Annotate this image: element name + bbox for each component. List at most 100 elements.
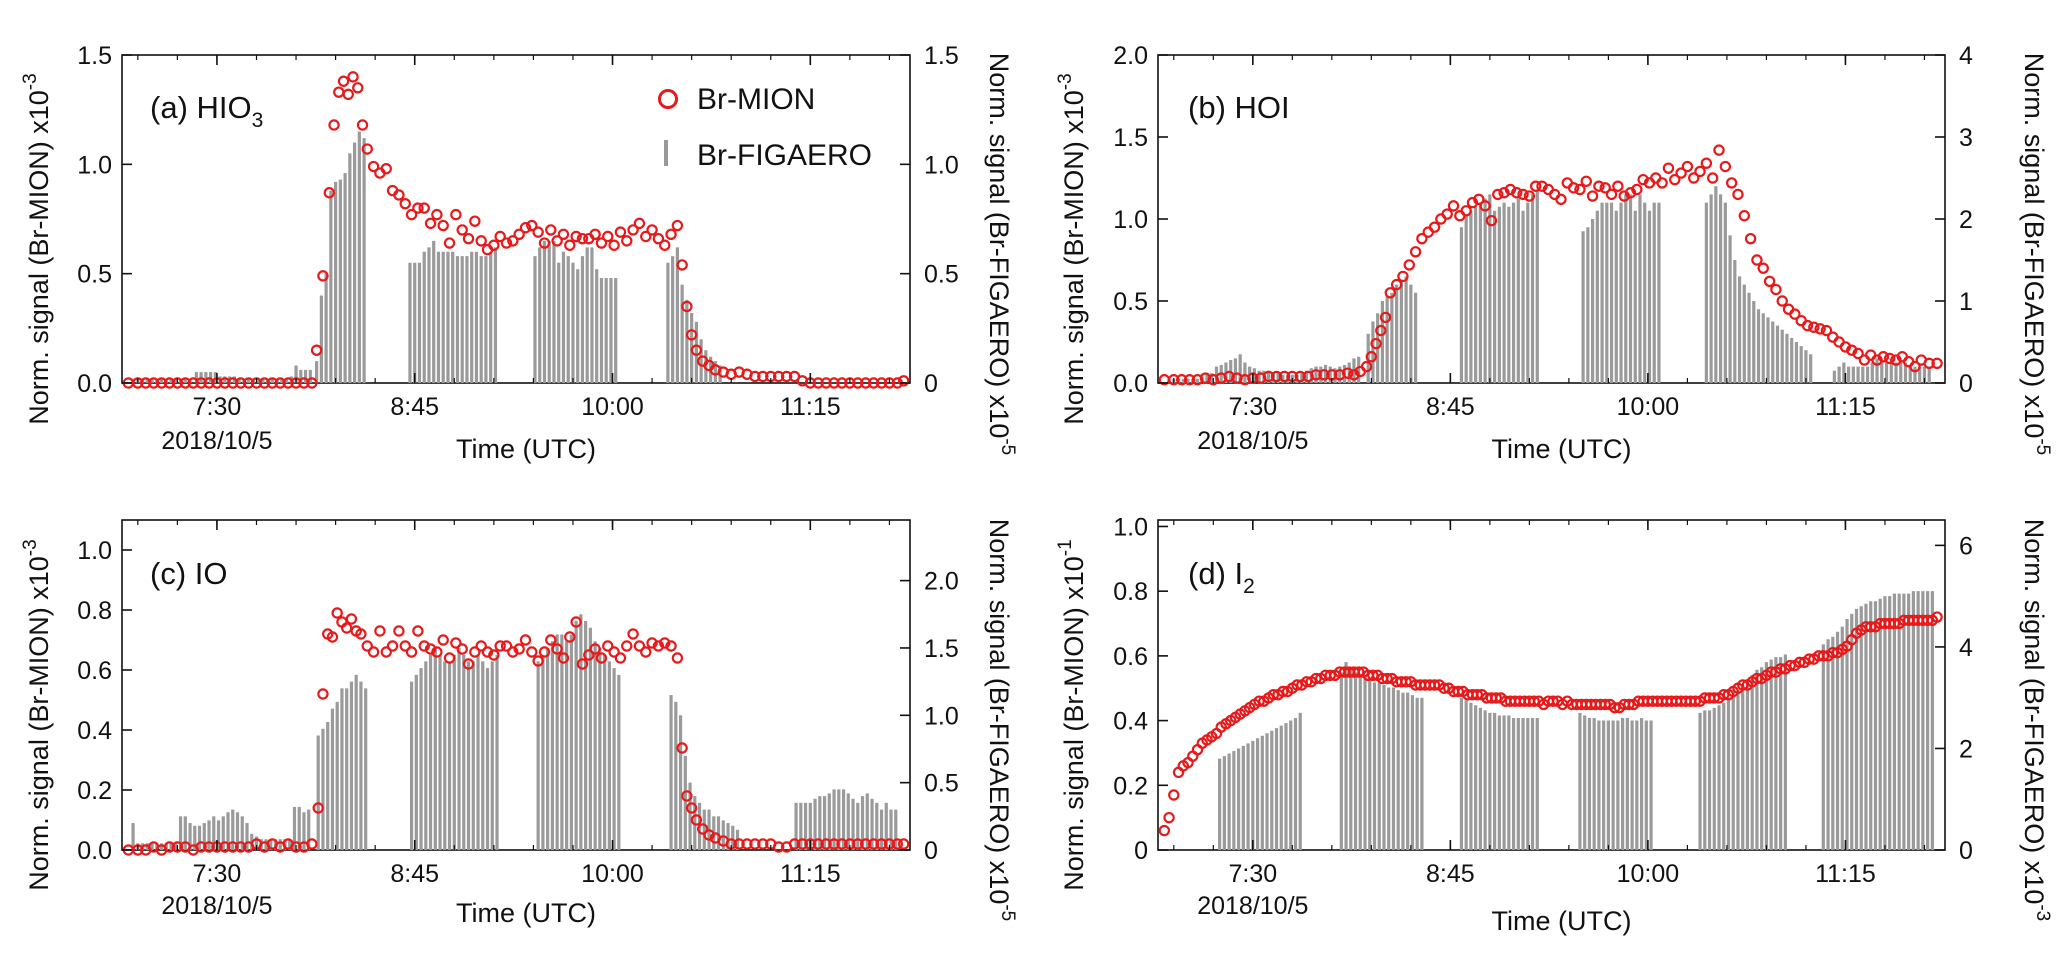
left-tick-label: 1.0 — [77, 151, 112, 179]
mion-point — [266, 377, 279, 389]
mion-point — [1471, 689, 1483, 701]
mion-point — [1547, 695, 1559, 707]
mion-point — [551, 235, 563, 247]
mion-point — [380, 646, 392, 658]
mion-point — [1163, 811, 1175, 824]
mion-point — [676, 259, 688, 271]
mion-point — [1397, 270, 1409, 283]
date-label: 2018/10/5 — [1197, 892, 1308, 920]
panel-a-hio3: 7:30 8:45 10:00 11:15 2018/10/5 Time (UTC) 0.0… — [20, 42, 1018, 464]
right-tick-label: 0 — [924, 837, 938, 865]
mion-point — [1555, 193, 1567, 206]
mion-point — [342, 88, 354, 101]
mion-point — [234, 841, 247, 853]
mion-point — [1262, 370, 1275, 383]
panel-title: (b) HOI — [1188, 90, 1290, 125]
mion-point — [741, 838, 753, 850]
mion-point — [685, 802, 698, 814]
mion-point — [1623, 698, 1635, 711]
right-tick-label: 0 — [924, 370, 938, 398]
mion-point — [443, 652, 456, 664]
mion-point — [836, 377, 848, 389]
mion-point — [1528, 695, 1540, 707]
left-tick-label: 0.8 — [1113, 578, 1148, 606]
mion-point — [1403, 259, 1415, 271]
mion-point — [665, 640, 677, 652]
mion-point — [367, 646, 380, 658]
mion-point — [361, 640, 373, 652]
mion-point — [665, 228, 677, 241]
mion-point — [859, 377, 872, 389]
left-tick-label: 0.4 — [77, 717, 112, 745]
right-axis-title: Norm. signal (Br-FIGAERO) x10-5 — [984, 519, 1018, 921]
mion-point — [450, 208, 462, 221]
figaero-series — [1167, 186, 1931, 383]
mion-point — [1909, 360, 1921, 373]
mion-point — [1694, 165, 1706, 178]
mion-point — [867, 838, 880, 850]
mion-point — [749, 370, 761, 383]
mion-point — [355, 628, 367, 640]
mion-point — [1609, 701, 1621, 714]
left-tick-label: 0 — [1134, 837, 1148, 865]
right-tick-label: 4 — [1959, 42, 1973, 70]
mion-point — [1529, 180, 1542, 192]
mion-point — [621, 235, 633, 247]
mion-point — [1631, 183, 1643, 196]
mion-point — [393, 189, 405, 201]
mion-point — [627, 628, 639, 640]
mion-point — [1877, 351, 1890, 363]
mion-point — [1390, 278, 1403, 291]
figaero-series — [131, 131, 722, 383]
mion-point — [242, 377, 255, 389]
mion-point — [437, 634, 449, 646]
mion-point — [545, 634, 557, 646]
mion-point — [1360, 360, 1373, 373]
mion-point — [608, 239, 620, 251]
mion-point — [345, 613, 358, 625]
mion-point — [1784, 659, 1796, 672]
x-axis-title: Time (UTC) — [1492, 434, 1632, 464]
mion-point — [646, 224, 658, 236]
right-axis-exponent: -5 — [997, 904, 1018, 921]
mion-point — [897, 838, 910, 850]
mion-point — [897, 375, 910, 387]
mion-point — [1593, 180, 1605, 192]
mion-point — [1737, 679, 1749, 691]
mion-point — [399, 640, 411, 652]
right-tick-label: 6 — [1959, 532, 1973, 560]
mion-point — [227, 377, 239, 389]
mion-point — [456, 224, 468, 236]
mion-point — [697, 823, 709, 835]
mion-point — [1599, 182, 1611, 194]
mion-point — [570, 230, 582, 243]
x-axis-title: Time (UTC) — [1492, 906, 1632, 936]
mion-point — [356, 119, 369, 131]
mion-point — [1318, 369, 1330, 381]
left-tick-label: 0.0 — [77, 370, 112, 398]
mion-point — [875, 838, 888, 850]
mion-point — [1324, 669, 1336, 681]
mion-point — [1384, 287, 1397, 299]
mion-point — [652, 232, 665, 245]
panel-title: (a) HIO3 — [150, 90, 263, 132]
mion-point — [1688, 172, 1700, 184]
left-tick-label: 0.2 — [1113, 772, 1148, 800]
mion-point — [431, 208, 443, 221]
right-tick-label: 2.0 — [924, 568, 959, 596]
mion-point — [424, 217, 437, 230]
mion-point — [412, 202, 424, 214]
mion-point — [326, 631, 339, 643]
mion-point — [614, 652, 627, 664]
mion-point — [1523, 190, 1536, 202]
plot-frame — [1157, 519, 1946, 851]
mion-point — [219, 377, 231, 389]
x-tick-label: 8:45 — [390, 860, 439, 888]
mion-point — [500, 640, 513, 652]
mion-point — [393, 625, 405, 637]
right-tick-label: 0 — [1959, 370, 1973, 398]
left-tick-label: 0.6 — [77, 657, 112, 685]
mion-point — [1776, 295, 1788, 307]
mion-point — [576, 658, 589, 670]
left-tick-label: 0.0 — [1113, 370, 1148, 398]
